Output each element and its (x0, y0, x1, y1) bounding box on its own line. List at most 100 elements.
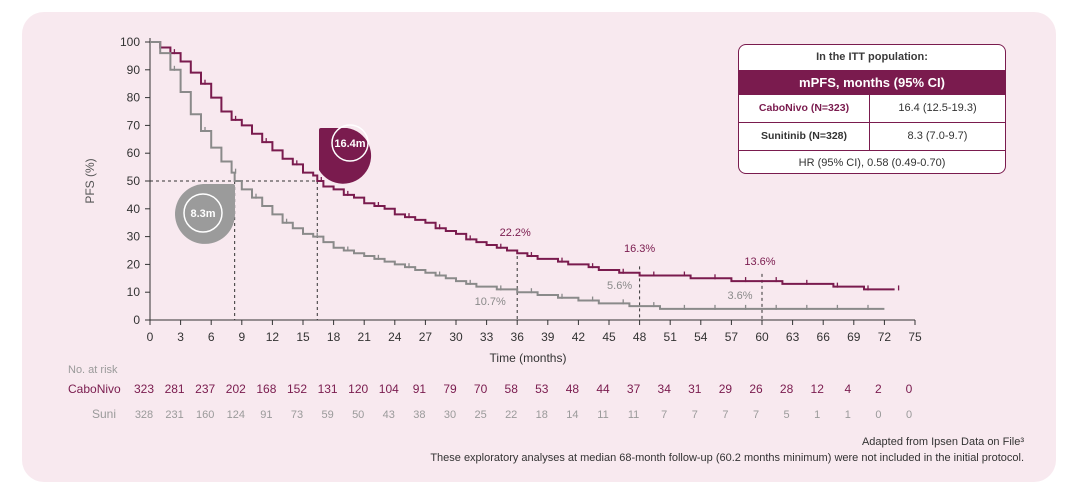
x-tick-label: 39 (541, 330, 555, 344)
legend-row-cabo: CaboNivo (N=323) 16.4 (12.5-19.3) (739, 95, 1005, 123)
footnote-source: Adapted from Ipsen Data on File³ (861, 436, 1024, 448)
risk-value: 104 (379, 382, 399, 396)
landmark-suni-48: 5.6% (607, 280, 632, 292)
legend-hr: HR (95% CI), 0.58 (0.49-0.70) (798, 157, 946, 169)
x-tick-label: 24 (388, 330, 402, 344)
risk-row-label: Suni (92, 407, 116, 421)
risk-value: 120 (348, 382, 368, 396)
x-tick-label: 9 (238, 330, 245, 344)
legend-value-suni: 8.3 (7.0-9.7) (907, 130, 968, 142)
risk-value: 160 (196, 409, 214, 421)
risk-value: 48 (566, 382, 580, 396)
risk-value: 2 (875, 382, 882, 396)
legend-row-suni: Sunitinib (N=328) 8.3 (7.0-9.7) (739, 123, 1005, 151)
x-tick-label: 45 (602, 330, 616, 344)
risk-row-label: CaboNivo (68, 382, 121, 396)
risk-value: 14 (566, 409, 578, 421)
x-tick-label: 60 (755, 330, 769, 344)
x-tick-label: 12 (266, 330, 280, 344)
risk-table-title: No. at risk (68, 364, 118, 376)
y-tick-label: 70 (127, 118, 141, 132)
sunitinib-curve (150, 41, 885, 310)
landmark-cabo-60: 13.6% (744, 256, 775, 268)
x-tick-label: 15 (296, 330, 310, 344)
median-label-suni: 8.3m (190, 208, 215, 220)
risk-value: 328 (135, 409, 153, 421)
x-tick-label: 63 (786, 330, 800, 344)
x-tick-label: 0 (147, 330, 154, 344)
risk-value: 70 (474, 382, 488, 396)
y-axis-label: PFS (%) (83, 158, 97, 203)
risk-value: 168 (256, 382, 276, 396)
y-tick-label: 100 (120, 35, 140, 49)
y-tick-label: 50 (127, 174, 141, 188)
risk-value: 7 (661, 409, 667, 421)
risk-value: 231 (165, 409, 183, 421)
x-tick-label: 48 (633, 330, 647, 344)
x-tick-label: 75 (908, 330, 922, 344)
x-tick-label: 69 (847, 330, 861, 344)
y-tick-label: 60 (127, 146, 141, 160)
cabonivo-curve (150, 41, 895, 291)
footnote-note: These exploratory analyses at median 68-… (430, 452, 1024, 464)
x-tick-label: 57 (725, 330, 739, 344)
risk-value: 323 (134, 382, 154, 396)
risk-value: 281 (165, 382, 185, 396)
risk-value: 11 (628, 409, 639, 421)
risk-value: 0 (906, 409, 912, 421)
risk-value: 91 (260, 409, 272, 421)
risk-value: 91 (413, 382, 427, 396)
risk-value: 131 (318, 382, 338, 396)
x-tick-label: 54 (694, 330, 708, 344)
risk-value: 44 (596, 382, 610, 396)
risk-value: 202 (226, 382, 246, 396)
risk-value: 59 (321, 409, 333, 421)
risk-value: 1 (814, 409, 820, 421)
risk-value: 28 (780, 382, 794, 396)
risk-value: 12 (811, 382, 825, 396)
risk-value: 43 (383, 409, 395, 421)
legend-title: In the ITT population: (816, 51, 928, 63)
risk-value: 5 (784, 409, 790, 421)
y-tick-label: 10 (127, 285, 141, 299)
risk-value: 1 (845, 409, 851, 421)
risk-value: 50 (352, 409, 364, 421)
risk-value: 73 (291, 409, 303, 421)
x-tick-label: 42 (572, 330, 586, 344)
risk-value: 0 (875, 409, 881, 421)
risk-value: 37 (627, 382, 641, 396)
legend-arm-cabo: CaboNivo (N=323) (739, 95, 870, 122)
risk-value: 4 (844, 382, 851, 396)
landmark-cabo-48: 16.3% (624, 243, 655, 255)
risk-value: 11 (597, 409, 608, 421)
x-tick-label: 72 (878, 330, 892, 344)
risk-value: 29 (719, 382, 733, 396)
risk-value: 31 (688, 382, 702, 396)
risk-value: 7 (722, 409, 728, 421)
median-callout-cabo-ring (331, 124, 369, 162)
landmark-cabo-36: 22.2% (500, 227, 531, 239)
x-axis-label: Time (months) (490, 351, 567, 365)
risk-value: 79 (443, 382, 457, 396)
risk-value: 22 (505, 409, 517, 421)
legend-arm-suni: Sunitinib (N=328) (739, 123, 870, 150)
legend-header: mPFS, months (95% CI) (739, 70, 1005, 95)
landmark-suni-36: 10.7% (475, 296, 506, 308)
x-tick-label: 36 (511, 330, 525, 344)
risk-value: 34 (658, 382, 672, 396)
risk-value: 0 (906, 382, 913, 396)
x-tick-label: 18 (327, 330, 341, 344)
risk-value: 53 (535, 382, 549, 396)
y-tick-label: 0 (133, 313, 140, 327)
risk-value: 38 (413, 409, 425, 421)
risk-value: 7 (753, 409, 759, 421)
y-tick-label: 40 (127, 202, 141, 216)
risk-value: 237 (195, 382, 215, 396)
landmark-suni-60: 3.6% (727, 290, 752, 302)
y-tick-label: 20 (127, 257, 141, 271)
risk-value: 58 (505, 382, 519, 396)
x-tick-label: 33 (480, 330, 494, 344)
x-tick-label: 6 (208, 330, 215, 344)
risk-value: 18 (536, 409, 548, 421)
